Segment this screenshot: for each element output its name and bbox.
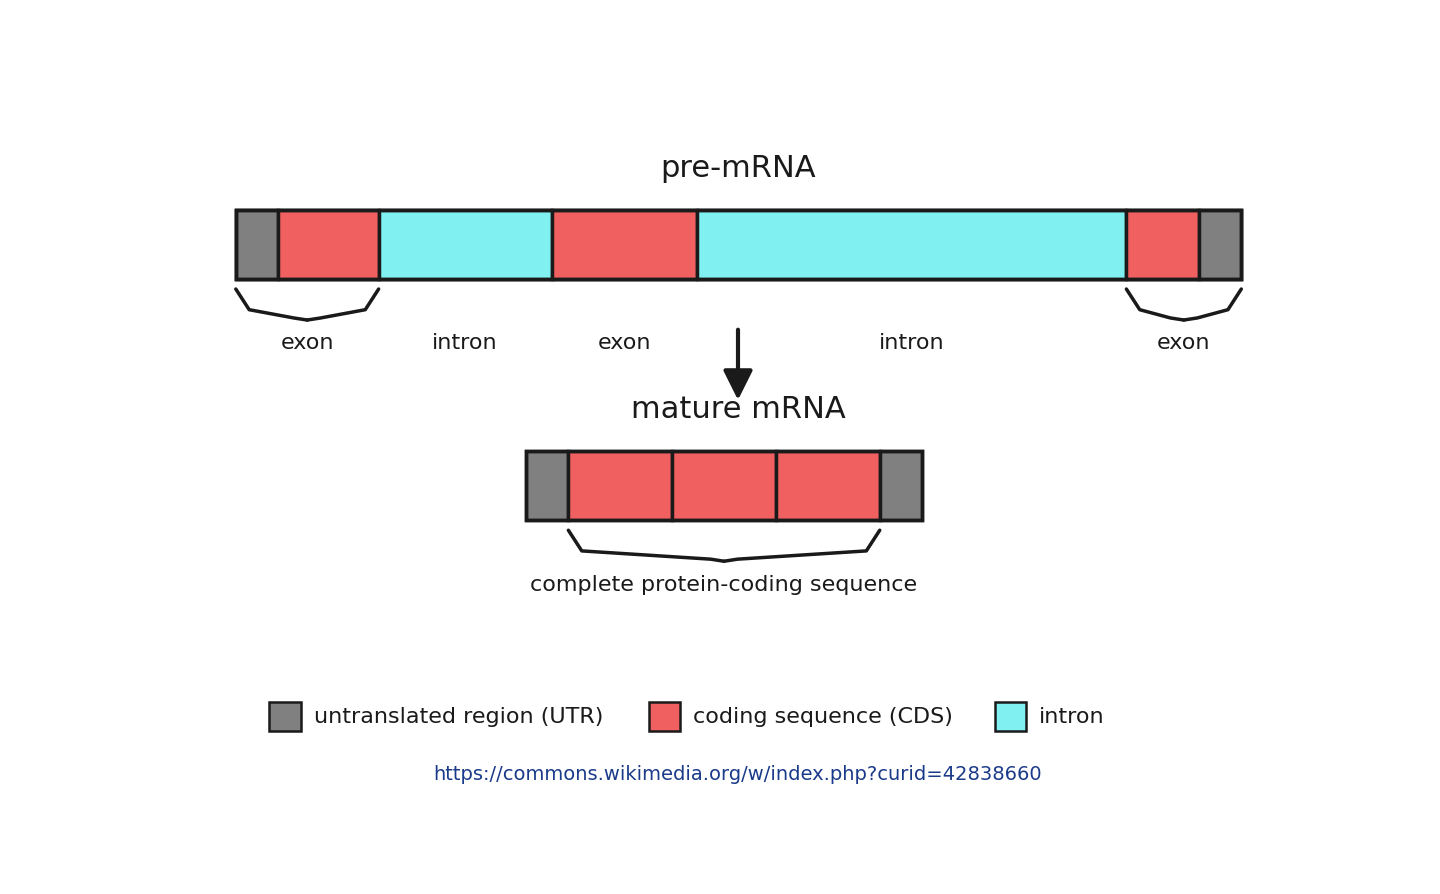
Bar xyxy=(672,451,776,520)
Bar xyxy=(1200,211,1241,279)
Bar xyxy=(526,451,922,520)
Text: complete protein-coding sequence: complete protein-coding sequence xyxy=(530,574,917,594)
Bar xyxy=(552,211,697,279)
Text: intron: intron xyxy=(432,333,498,353)
Bar xyxy=(1126,211,1200,279)
Bar xyxy=(269,702,301,731)
Text: exon: exon xyxy=(1158,333,1211,353)
Text: mature mRNA: mature mRNA xyxy=(631,395,845,424)
Bar xyxy=(379,211,552,279)
Bar xyxy=(526,451,569,520)
Text: intron: intron xyxy=(878,333,945,353)
Bar xyxy=(776,451,880,520)
Text: untranslated region (UTR): untranslated region (UTR) xyxy=(314,706,603,727)
Bar xyxy=(236,211,1241,279)
Bar xyxy=(278,211,379,279)
Bar xyxy=(236,211,278,279)
Bar xyxy=(697,211,1126,279)
Bar xyxy=(880,451,922,520)
Bar xyxy=(236,211,1241,279)
Text: intron: intron xyxy=(1040,706,1104,727)
Text: coding sequence (CDS): coding sequence (CDS) xyxy=(694,706,953,727)
Text: exon: exon xyxy=(598,333,651,353)
Bar xyxy=(569,451,672,520)
Text: exon: exon xyxy=(281,333,334,353)
Text: pre-mRNA: pre-mRNA xyxy=(660,154,816,183)
Bar xyxy=(995,702,1025,731)
Text: https://commons.wikimedia.org/w/index.php?curid=42838660: https://commons.wikimedia.org/w/index.ph… xyxy=(433,764,1043,783)
Bar xyxy=(648,702,680,731)
